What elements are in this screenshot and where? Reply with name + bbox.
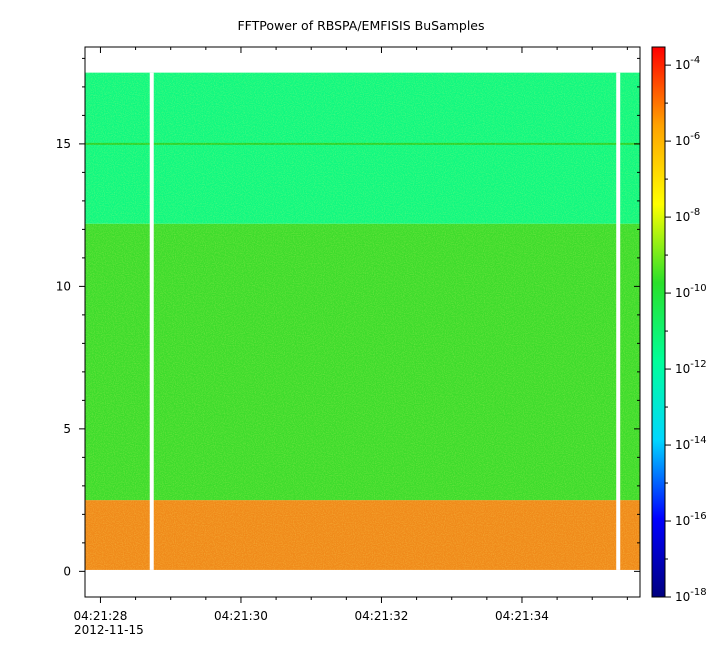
y-axis: 0 5 10 15 [56, 57, 640, 578]
x-tick-label: 04:21:32 [355, 609, 409, 623]
x-date-label: 2012-11-15 [74, 623, 144, 637]
y-tick-label: 0 [63, 564, 71, 578]
x-tick-label: 04:21:34 [495, 609, 549, 623]
colorbar-tick-label: 10-10 [675, 283, 707, 300]
y-tick-label: 5 [63, 422, 71, 436]
colorbar-tick-label: 10-14 [675, 435, 707, 452]
data-gap-0 [149, 72, 154, 570]
plot-area [85, 47, 640, 597]
colorbar: 10-18 10-16 10-14 10-12 10-10 10-8 10-6 10-4 [651, 46, 707, 604]
x-tick-label: 04:21:28 [74, 609, 128, 623]
chart-title: FFTPower of RBSPA/EMFISIS BuSamples [237, 18, 484, 33]
y-tick-label: 15 [56, 137, 71, 151]
y-tick-label: 10 [56, 279, 71, 293]
x-axis: 04:21:28 04:21:30 04:21:32 04:21:34 [74, 47, 628, 623]
noise-texture [85, 72, 640, 570]
colorbar-tick-label: 10-8 [675, 207, 700, 224]
x-tick-label: 04:21:30 [214, 609, 268, 623]
colorbar-tick-label: 10-12 [675, 359, 707, 376]
data-gap-1 [616, 72, 621, 570]
colorbar-tick-label: 10-4 [675, 55, 700, 72]
colorbar-tick-label: 10-6 [675, 131, 700, 148]
plot-frame [84, 46, 641, 598]
colorbar-tick-label: 10-18 [675, 587, 707, 604]
colorbar-gradient [651, 46, 666, 598]
colorbar-tick-label: 10-16 [675, 511, 707, 528]
